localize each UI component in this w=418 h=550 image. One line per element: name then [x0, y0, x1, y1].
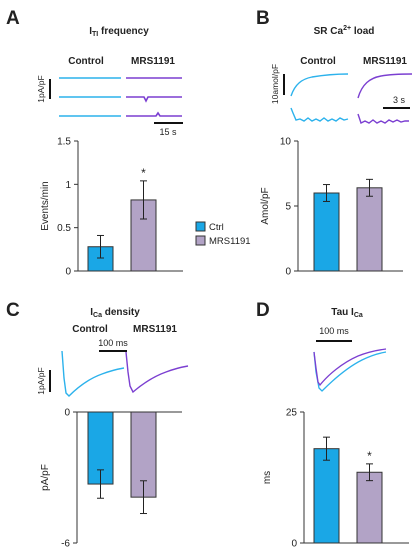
significance-mark: *: [367, 449, 372, 463]
y-tick-label: 1: [65, 180, 71, 191]
panel-letter-d: D: [256, 300, 270, 321]
bar-mrs1191: [356, 471, 383, 544]
significance-mark: *: [141, 166, 146, 180]
y-tick-label: -6: [61, 539, 70, 550]
trace-b-mrs-current: [357, 113, 409, 124]
bar-chart-d: 0 25 ms *: [262, 408, 409, 550]
panel-a-traces: [59, 77, 182, 117]
trace-b-mrs-caffeine: [357, 73, 413, 99]
bar-ctrl: [313, 448, 340, 544]
trace-c-mrs: [125, 351, 189, 394]
panel-b-traces: [290, 73, 413, 124]
y-tick-label: 5: [285, 202, 291, 213]
panel-d-title: Tau ICa: [331, 307, 363, 319]
trace-a-mrs-3: [126, 111, 182, 117]
bar-chart-b: 0 5 10 Amol/pF: [260, 137, 403, 278]
panel-c-traces: [61, 350, 189, 397]
scalebar-b-x-label: 3 s: [393, 95, 406, 105]
trace-label-c-control: Control: [72, 324, 108, 335]
panel-a-title: ITI frequency: [89, 26, 149, 38]
y-tick-label: 0: [65, 267, 71, 278]
y-tick-label: 0: [285, 267, 291, 278]
trace-label-b-control: Control: [300, 56, 336, 67]
trace-b-control-current: [290, 107, 349, 122]
y-tick-label: 25: [286, 408, 298, 419]
y-tick-label: 0.5: [57, 223, 71, 234]
trace-label-b-mrs: MRS1191: [363, 56, 407, 67]
trace-d-control: [313, 351, 387, 392]
legend: Ctrl MRS1191: [195, 221, 251, 247]
panel-d-traces: [313, 348, 387, 392]
y-tick-label: 1.5: [57, 137, 71, 148]
scalebar-d-x-label: 100 ms: [319, 326, 349, 336]
y-tick-label: 10: [280, 137, 292, 148]
trace-label-a-control: Control: [68, 56, 104, 67]
scalebar-a-x-label: 15 s: [159, 127, 177, 137]
scalebar-c-x-label: 100 ms: [98, 338, 128, 348]
legend-swatch-mrs: [195, 235, 206, 246]
scalebar-b-y-label: 10amol/pF: [270, 64, 280, 104]
trace-d-mrs: [313, 348, 387, 387]
trace-label-a-mrs: MRS1191: [131, 56, 175, 67]
bar-chart-c: 0 -6 pA/pF: [40, 408, 182, 550]
bar-ctrl: [313, 192, 340, 272]
y-axis-label: Amol/pF: [260, 187, 271, 224]
panel-letter-b: B: [256, 8, 270, 29]
bar-mrs1191: [356, 187, 383, 272]
panel-c-title: ICa density: [90, 307, 140, 319]
y-axis-label: ms: [262, 471, 273, 484]
trace-b-control-caffeine: [290, 73, 349, 97]
panel-letter-c: C: [6, 300, 20, 321]
trace-a-mrs-2: [126, 96, 182, 103]
trace-label-c-mrs: MRS1191: [133, 324, 177, 335]
panel-letter-a: A: [6, 8, 20, 29]
y-axis-label: Events/min: [40, 181, 51, 230]
y-axis-label: pA/pF: [40, 464, 51, 491]
y-tick-label: 0: [64, 408, 70, 419]
legend-swatch-ctrl: [195, 221, 206, 232]
panel-b-title: SR Ca2+ load: [314, 25, 375, 37]
legend-label-mrs: MRS1191: [209, 236, 251, 247]
trace-c-control: [61, 350, 125, 397]
scalebar-c-y-label: 1pA/pF: [36, 367, 46, 394]
y-tick-label: 0: [291, 539, 297, 550]
bar-chart-a: 0 0.5 1 1.5 Events/min *: [40, 137, 183, 278]
scalebar-a-y-label: 1pA/pF: [36, 75, 46, 102]
legend-label-ctrl: Ctrl: [209, 222, 224, 233]
